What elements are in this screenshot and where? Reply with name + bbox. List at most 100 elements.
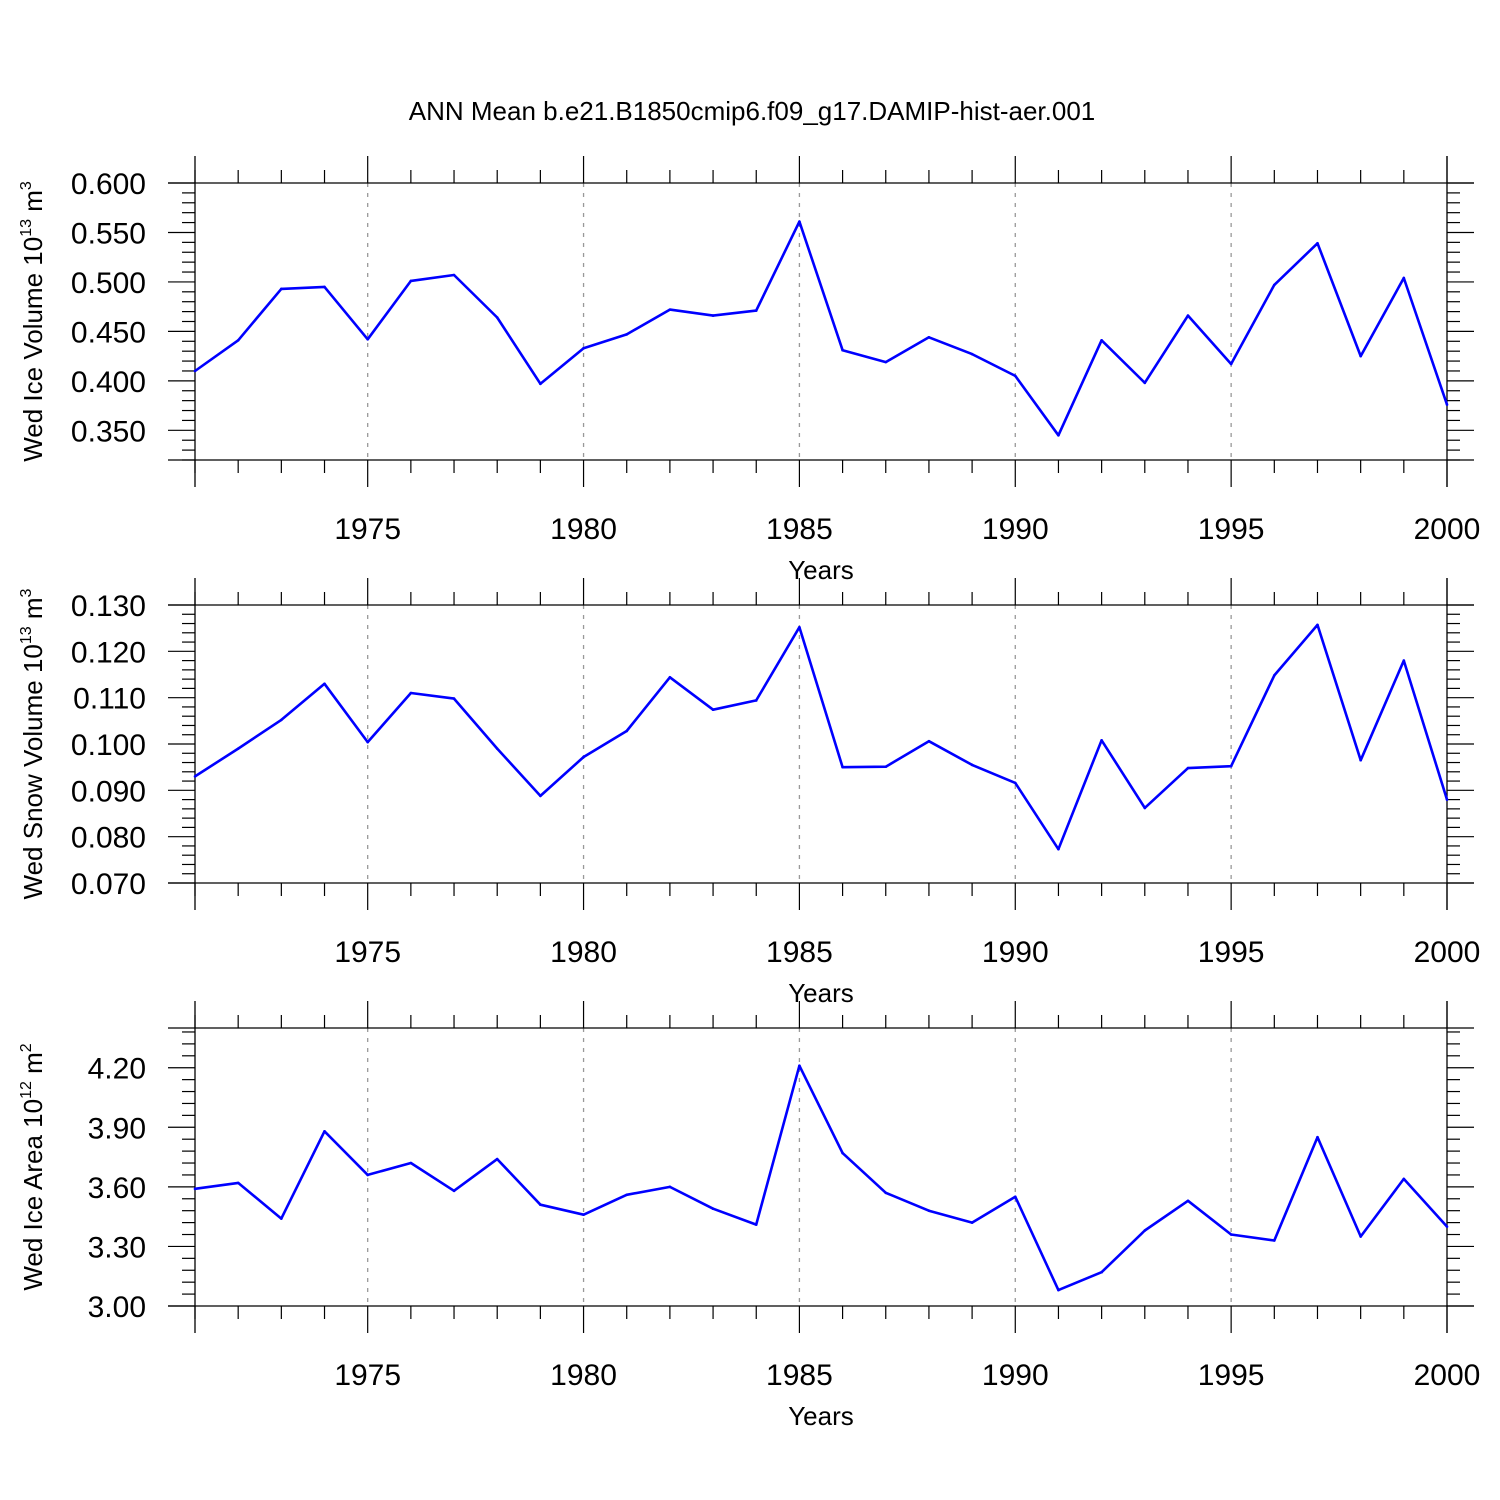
y-tick-label: 0.550 [71, 217, 146, 250]
x-tick-label: 2000 [1414, 1359, 1481, 1392]
data-point [323, 285, 326, 289]
panel-1: 0.600 0.550 0.500 0.450 0.400 0.350 1975 1980 19… [18, 156, 1480, 585]
data-point [668, 675, 672, 679]
data-point [280, 287, 283, 291]
x-tick-label: 2000 [1414, 513, 1481, 546]
data-point [236, 1181, 240, 1185]
y-tick-label: 3.60 [88, 1172, 146, 1205]
panel-2: 0.130 0.120 0.110 0.100 0.090 0.080 0.070 1975 1… [18, 578, 1480, 1008]
x-tick-label: 1980 [550, 936, 617, 969]
data-point [323, 682, 326, 686]
data-point [1229, 1233, 1233, 1236]
data-point [495, 1157, 499, 1161]
series-line [194, 1064, 1448, 1292]
x-tick-label: 1990 [982, 936, 1049, 969]
data-point [668, 1185, 672, 1189]
data-point [1359, 354, 1362, 358]
data-point [927, 336, 931, 339]
data-point [884, 1191, 888, 1195]
data-point [193, 1187, 197, 1191]
data-point [1186, 1199, 1190, 1203]
y-tick-label: 0.500 [71, 267, 146, 300]
y-tick-label: 0.110 [73, 683, 146, 716]
data-point [1359, 1235, 1362, 1238]
data-point [1186, 766, 1190, 770]
data-point [970, 1221, 974, 1224]
panels: 0.600 0.550 0.500 0.450 0.400 0.350 1975 1980 19… [18, 156, 1480, 1431]
data-point [927, 739, 931, 743]
y-tick-label: 0.120 [71, 636, 146, 669]
data-point [841, 765, 844, 769]
data-point [495, 747, 499, 750]
data-point [1229, 362, 1233, 366]
data-point [236, 338, 240, 342]
data-point [1057, 1288, 1060, 1292]
data-point [884, 360, 888, 364]
x-axis-label: Years [788, 1401, 854, 1431]
y-tick-label: 0.400 [71, 366, 146, 399]
data-point [495, 316, 499, 319]
data-point [1316, 623, 1319, 627]
data-point [798, 220, 801, 223]
data-point [582, 346, 585, 350]
x-tick-label: 1995 [1198, 513, 1265, 546]
data-point [1445, 1225, 1449, 1228]
data-point [582, 755, 585, 759]
data-point [452, 697, 456, 700]
data-point [1013, 374, 1017, 378]
data-point [1100, 1270, 1103, 1274]
data-point [1100, 338, 1103, 342]
x-tick-label: 1990 [982, 513, 1049, 546]
x-axis-label: Years [788, 978, 854, 1008]
data-point [1013, 1195, 1017, 1199]
data-point [927, 1209, 931, 1212]
y-tick-label: 0.350 [71, 415, 146, 448]
data-point [452, 1189, 456, 1193]
data-point [1273, 1239, 1276, 1242]
data-point [1402, 1177, 1406, 1181]
y-tick-label: 3.90 [88, 1112, 146, 1145]
y-tick-label: 0.090 [71, 775, 146, 808]
data-point [280, 718, 283, 722]
data-point [1143, 806, 1147, 810]
data-point [409, 691, 413, 695]
data-point [1186, 314, 1190, 317]
x-tick-label: 1975 [334, 1359, 401, 1392]
data-point [366, 1173, 369, 1177]
x-tick-label: 1980 [550, 513, 617, 546]
data-point [193, 775, 197, 778]
data-point [409, 279, 413, 283]
data-point [1229, 764, 1233, 768]
x-tick-label: 1990 [982, 1359, 1049, 1392]
data-point [1273, 283, 1276, 287]
data-point [366, 338, 369, 341]
data-point [323, 1129, 326, 1133]
data-point [1100, 738, 1103, 742]
x-tick-label: 1995 [1198, 1359, 1265, 1392]
data-point [1316, 1135, 1319, 1139]
y-tick-label: 4.20 [88, 1053, 146, 1086]
data-point [625, 333, 629, 336]
data-point [1143, 1229, 1147, 1232]
data-point [280, 1217, 283, 1220]
y-tick-label: 0.100 [71, 729, 146, 762]
y-tick-label: 3.30 [88, 1231, 146, 1264]
data-point [539, 382, 542, 386]
data-point [409, 1161, 413, 1165]
data-point [711, 1207, 715, 1210]
data-point [754, 699, 758, 702]
figure-title: ANN Mean b.e21.B1850cmip6.f09_g17.DAMIP-… [409, 96, 1096, 126]
data-point [668, 308, 672, 311]
data-point [798, 625, 801, 629]
data-point [539, 1203, 542, 1207]
data-point [1143, 381, 1147, 385]
y-tick-label: 0.070 [71, 868, 146, 901]
data-point [711, 708, 715, 712]
data-point [625, 729, 629, 733]
data-point [366, 740, 369, 744]
x-tick-label: 1985 [766, 513, 833, 546]
data-point [1445, 798, 1449, 801]
data-point [754, 1223, 758, 1226]
y-tick-label: 3.00 [88, 1291, 146, 1324]
